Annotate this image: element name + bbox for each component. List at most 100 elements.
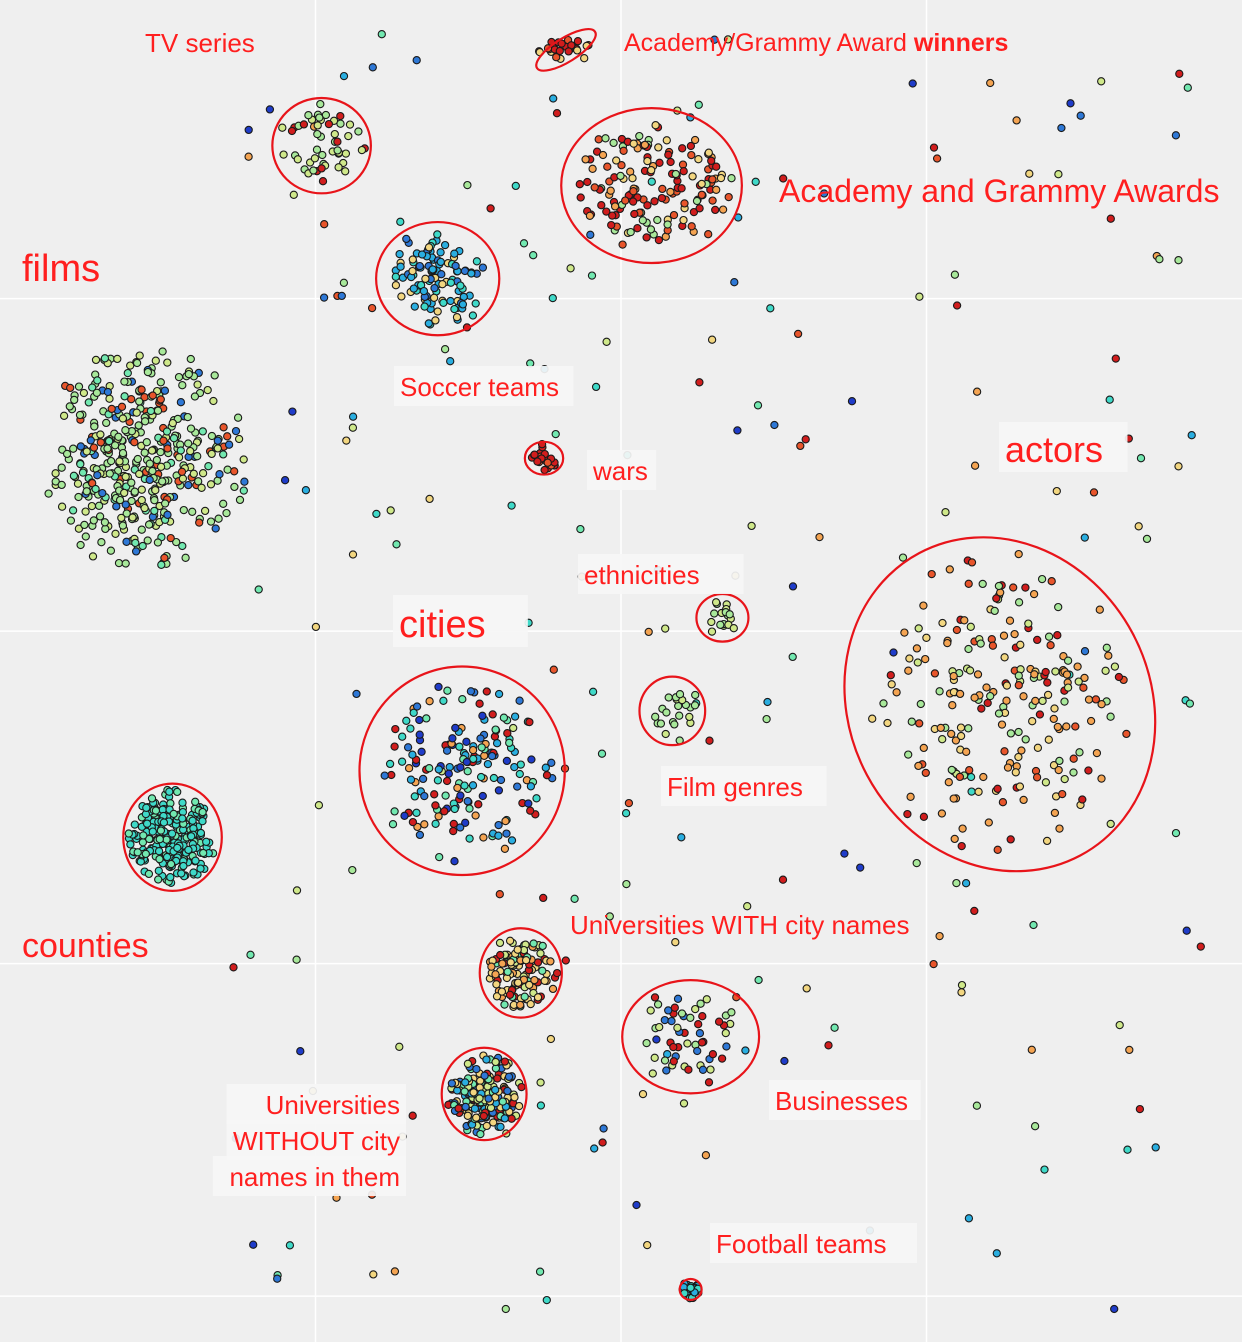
data-point-actors xyxy=(1014,727,1023,737)
data-point xyxy=(643,1240,652,1250)
data-point-films xyxy=(107,404,116,414)
data-point-films xyxy=(131,538,140,548)
data-point-universities-with-city-names xyxy=(500,1000,509,1009)
data-point xyxy=(986,78,995,88)
data-point-films xyxy=(103,387,113,397)
cluster-outline-actors xyxy=(843,536,1157,873)
data-point-soccer-teams xyxy=(458,300,468,309)
data-point-actors xyxy=(1037,574,1047,584)
data-point-films xyxy=(78,468,88,477)
data-point-actors xyxy=(1024,619,1033,628)
data-point-cities xyxy=(499,713,509,722)
data-point-films xyxy=(74,492,83,502)
data-point xyxy=(369,1270,378,1279)
data-point-universities-without-city-names-in-them xyxy=(461,1078,470,1087)
data-point-films xyxy=(121,472,130,481)
data-point-soccer-teams xyxy=(478,263,488,272)
data-point-film-genres xyxy=(661,729,670,739)
data-point xyxy=(751,177,760,186)
data-point-businesses xyxy=(698,1065,708,1074)
data-point xyxy=(754,975,763,985)
data-point-films xyxy=(203,385,212,395)
data-point-films xyxy=(215,470,224,479)
data-point-soccer-teams xyxy=(409,284,418,293)
data-point-cities xyxy=(445,762,454,772)
data-point-universities-without-city-names-in-them xyxy=(461,1102,470,1112)
data-point-films xyxy=(235,495,245,505)
data-point-films xyxy=(86,436,95,445)
data-point-wars xyxy=(543,458,552,467)
data-point-films xyxy=(121,426,130,435)
data-point-actors xyxy=(964,644,973,654)
data-point-film-genres xyxy=(670,720,679,729)
data-point-cities xyxy=(444,769,453,778)
data-point-cities xyxy=(532,794,541,803)
data-point-academy-and-grammy-awards xyxy=(606,186,615,195)
data-point xyxy=(542,1295,551,1305)
data-point xyxy=(701,1151,711,1160)
annotation-label: cities xyxy=(399,604,486,646)
data-point-cities xyxy=(462,757,471,767)
data-point-universities-with-city-names xyxy=(516,1000,525,1010)
data-point-tv-series xyxy=(317,164,326,173)
data-point-academy-and-grammy-awards xyxy=(610,202,620,211)
data-point-actors xyxy=(1080,673,1089,683)
data-point xyxy=(952,878,961,888)
data-point-businesses xyxy=(670,1003,679,1012)
data-point xyxy=(339,278,349,287)
data-point-films xyxy=(106,546,116,555)
data-point-cities xyxy=(435,852,444,862)
data-point-universities-without-city-names-in-them xyxy=(475,1094,484,1103)
data-point xyxy=(244,125,253,135)
data-point-cities xyxy=(385,759,395,769)
data-point-universities-with-city-names xyxy=(495,938,505,948)
data-point xyxy=(617,161,626,170)
data-point-cities xyxy=(491,725,500,734)
data-point-actors xyxy=(1014,549,1023,559)
data-point-films xyxy=(127,496,136,506)
data-point-actors xyxy=(905,654,914,663)
data-point-actors xyxy=(956,731,966,741)
data-point-academy-and-grammy-awards xyxy=(575,180,584,189)
data-point-actors xyxy=(1051,667,1060,676)
data-point-actors xyxy=(1000,653,1009,662)
data-point-academy-and-grammy-awards xyxy=(669,210,679,220)
data-point-actors xyxy=(1041,778,1051,787)
data-point-businesses xyxy=(696,999,705,1008)
data-point-soccer-teams xyxy=(428,265,437,274)
data-point-actors xyxy=(1091,695,1101,704)
data-point-academy-and-grammy-awards xyxy=(697,190,706,199)
data-point-films xyxy=(115,495,125,505)
data-point-cities xyxy=(503,729,512,738)
data-point xyxy=(1097,77,1106,86)
data-point-actors xyxy=(1000,747,1009,756)
data-point-films xyxy=(128,513,137,522)
data-point xyxy=(1027,1045,1036,1054)
data-point-films xyxy=(239,486,248,495)
data-point-actors xyxy=(949,794,958,803)
data-point-counties xyxy=(196,828,206,838)
data-point-counties xyxy=(154,866,163,875)
data-point-films xyxy=(44,489,53,498)
data-point xyxy=(1171,828,1181,838)
data-point-actors xyxy=(973,670,983,679)
data-point xyxy=(679,1099,689,1108)
data-point xyxy=(388,820,398,829)
data-point xyxy=(957,980,967,990)
data-point xyxy=(847,397,857,406)
data-point-counties xyxy=(188,816,197,825)
data-point-cities xyxy=(476,734,485,743)
data-point-academy-and-grammy-awards xyxy=(666,187,675,197)
data-point-soccer-teams xyxy=(420,302,429,311)
data-point xyxy=(292,955,301,964)
data-point-films xyxy=(145,459,154,468)
data-point-academy-grammy-award-winners xyxy=(573,46,582,55)
data-point-soccer-teams xyxy=(408,266,417,276)
data-point-films xyxy=(206,517,216,526)
data-point xyxy=(1182,926,1191,935)
data-point-cities xyxy=(494,831,503,840)
data-point-businesses xyxy=(655,1022,664,1032)
data-point-actors xyxy=(930,669,940,678)
data-point-cities xyxy=(456,823,465,832)
data-point-universities-with-city-names xyxy=(526,999,535,1009)
